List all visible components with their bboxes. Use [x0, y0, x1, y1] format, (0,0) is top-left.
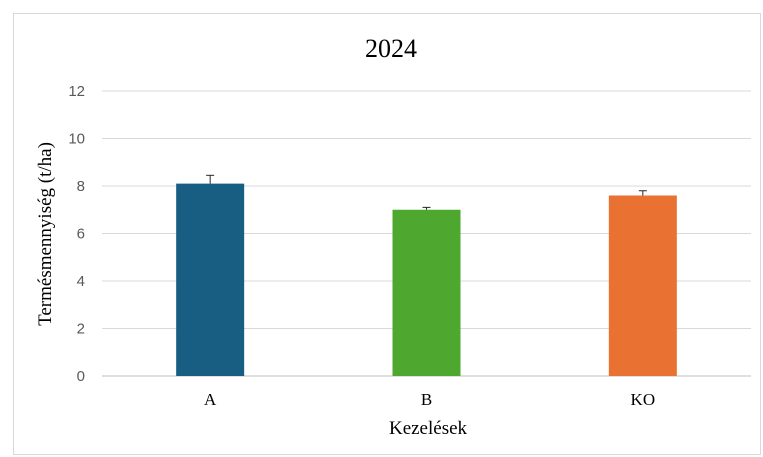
bar-b — [392, 209, 461, 376]
x-axis-ticks: A B KO — [204, 390, 655, 409]
y-tick-label: 12 — [68, 83, 85, 100]
y-tick-label: 8 — [77, 178, 85, 195]
bar-a — [176, 183, 245, 376]
y-tick-label: 4 — [77, 273, 85, 290]
y-tick-label: 2 — [77, 321, 85, 338]
chart-title: 2024 — [365, 34, 417, 63]
y-axis-title: Termésmennyiség (t/ha) — [35, 142, 56, 326]
bars — [176, 183, 677, 376]
bar-ko — [608, 195, 677, 376]
y-axis-ticks: 0 2 4 6 8 10 12 — [68, 83, 85, 385]
y-tick-label: 0 — [77, 368, 85, 385]
y-tick-label: 10 — [68, 131, 85, 148]
error-bars — [206, 174, 647, 210]
y-tick-label: 6 — [77, 226, 85, 243]
x-axis-title: Kezelések — [389, 418, 468, 439]
x-tick-label: A — [204, 390, 217, 409]
x-tick-label: B — [421, 390, 432, 409]
x-tick-label: KO — [631, 390, 656, 409]
